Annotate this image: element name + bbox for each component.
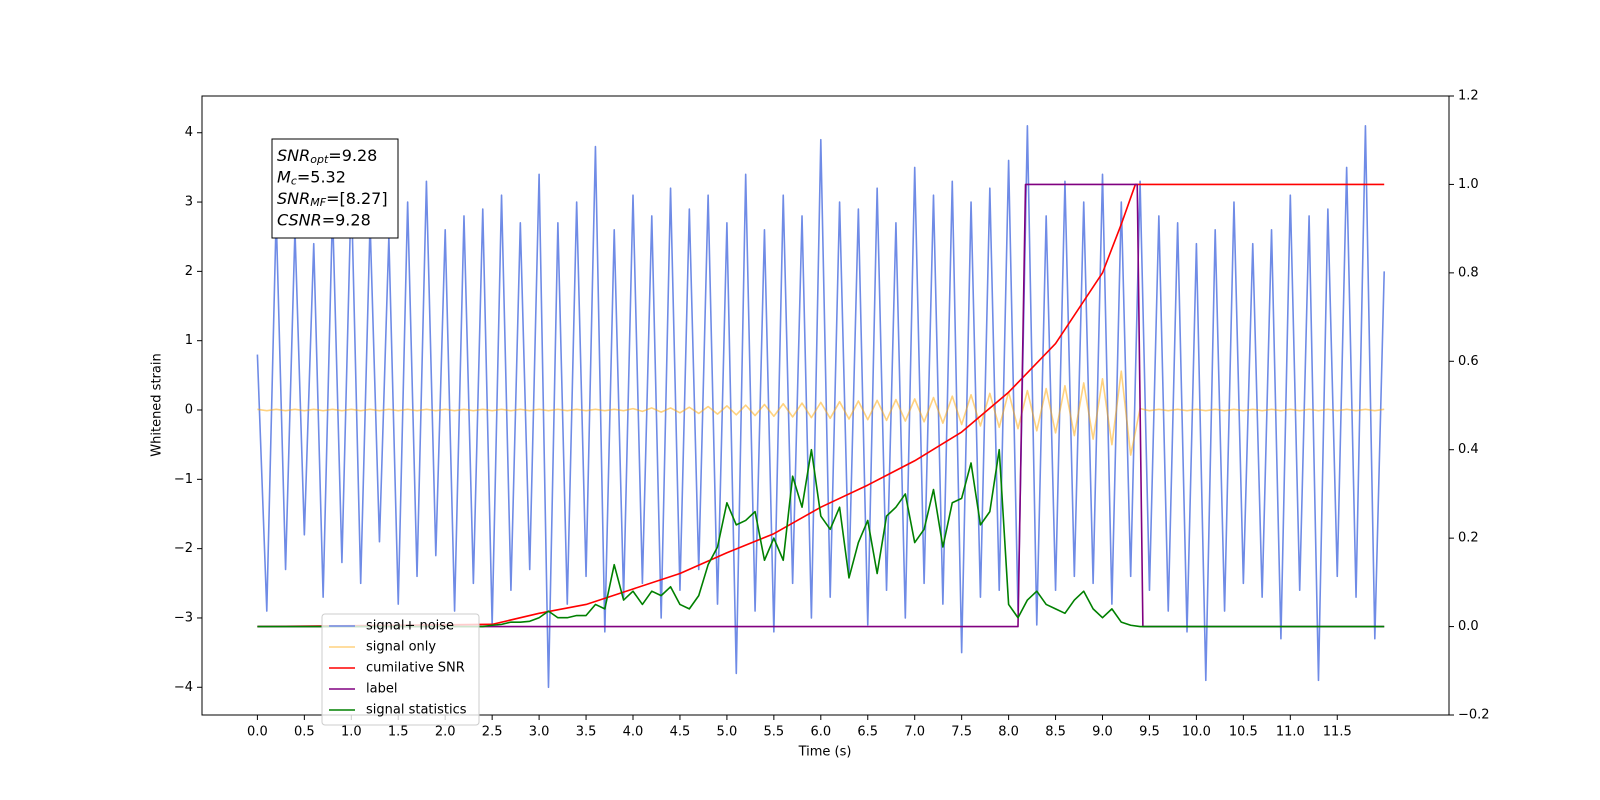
plot-area — [256, 125, 1386, 689]
annotation: Mc=5.32 — [277, 167, 346, 188]
x-tick-label: 8.0 — [998, 725, 1019, 740]
x-tick-label: 4.5 — [670, 725, 691, 740]
axes-frame — [201, 95, 1450, 716]
legend-label: signal statistics — [366, 703, 467, 718]
y-tick-label: −1 — [174, 472, 193, 487]
x-axis-label: Time (s) — [798, 745, 852, 760]
annotation-text: =5.32 — [297, 167, 346, 186]
x-tick-label: 1.0 — [341, 725, 362, 740]
y2-tick-label: −0.2 — [1458, 708, 1490, 723]
x-tick-label: 4.0 — [623, 725, 644, 740]
x-tick-label: 10.0 — [1182, 725, 1211, 740]
series-line — [257, 448, 1385, 628]
legend-label: signal only — [366, 640, 436, 655]
annotation-box — [271, 138, 399, 239]
annotation-text: =9.28 — [328, 146, 377, 165]
x-tick-label: 2.0 — [435, 725, 456, 740]
y2-tick-label: 1.0 — [1458, 177, 1479, 192]
x-tick-label: 6.5 — [857, 725, 878, 740]
y2-tick-label: 0.0 — [1458, 619, 1479, 634]
annotation-subscript: MF — [310, 196, 326, 209]
y-tick-label: 4 — [185, 125, 193, 140]
y2-tick-label: 1.2 — [1458, 89, 1479, 104]
annotation-text: =9.28 — [322, 210, 371, 229]
y-tick-label: −3 — [174, 610, 193, 625]
x-tick-label: 5.5 — [764, 725, 785, 740]
legend-label: signal+ noise — [366, 619, 454, 634]
annotation-symbol: CSNR — [277, 210, 322, 229]
x-tick-label: 5.0 — [717, 725, 738, 740]
x-tick-label: 1.5 — [388, 725, 409, 740]
annotation-text: =[8.27] — [326, 189, 388, 208]
y2-tick-label: 0.6 — [1458, 354, 1479, 369]
x-tick-label: 3.0 — [529, 725, 550, 740]
series-line — [257, 183, 1385, 628]
annotation-symbol: SNR — [277, 146, 310, 165]
y-tick-label: 2 — [185, 264, 193, 279]
series-line — [256, 125, 1386, 689]
x-tick-label: 7.5 — [951, 725, 972, 740]
y2-tick-label: 0.8 — [1458, 265, 1479, 280]
annotation: CSNR=9.28 — [277, 210, 371, 229]
legend-label: label — [366, 682, 397, 697]
x-tick-label: 11.5 — [1323, 725, 1352, 740]
x-tick-label: 7.0 — [904, 725, 925, 740]
y-tick-label: 0 — [185, 403, 193, 418]
x-tick-label: 10.5 — [1229, 725, 1258, 740]
legend-label: cumilative SNR — [366, 661, 465, 676]
annotation-subscript: opt — [310, 153, 329, 166]
x-tick-label: 9.5 — [1139, 725, 1160, 740]
x-tick-label: 9.0 — [1092, 725, 1113, 740]
y2-tick-label: 0.2 — [1458, 531, 1479, 546]
series-line — [257, 370, 1385, 456]
annotation-symbol: SNR — [277, 189, 310, 208]
y-tick-label: −2 — [174, 541, 193, 556]
y-axis-label: Whitened strain — [150, 353, 165, 456]
x-tick-label: 2.5 — [482, 725, 503, 740]
y-tick-label: −4 — [174, 680, 193, 695]
y-tick-label: 1 — [185, 333, 193, 348]
annotation: SNRopt=9.28 — [277, 146, 377, 167]
x-tick-label: 8.5 — [1045, 725, 1066, 740]
annotation-symbol: M — [277, 167, 291, 186]
x-tick-label: 0.0 — [247, 725, 268, 740]
x-tick-label: 11.0 — [1276, 725, 1305, 740]
y-tick-label: 3 — [185, 195, 193, 210]
annotation-subscript: c — [291, 175, 297, 188]
x-tick-label: 6.0 — [810, 725, 831, 740]
x-tick-label: 3.5 — [576, 725, 597, 740]
x-tick-label: 0.5 — [294, 725, 315, 740]
annotation: SNRMF=[8.27] — [277, 189, 388, 210]
legend-box — [321, 613, 480, 726]
y2-tick-label: 0.4 — [1458, 442, 1479, 457]
